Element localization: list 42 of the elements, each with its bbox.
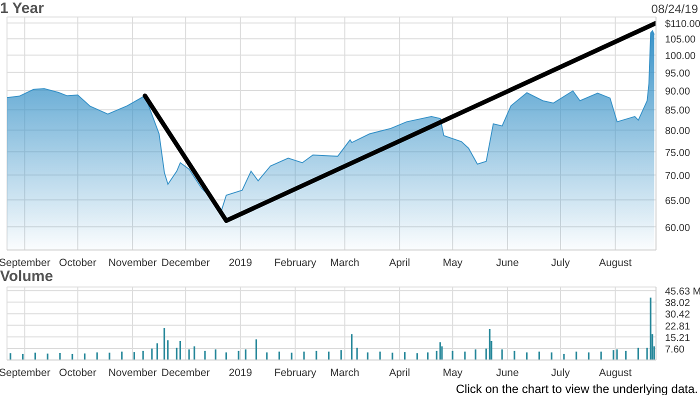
chart-title: 1 Year (0, 0, 44, 17)
y-tick-label: 95.00 (665, 68, 690, 80)
x-tick-label: March (330, 367, 360, 379)
x-tick-label: August (598, 257, 632, 269)
y-tick-label: 38.02 (665, 298, 690, 310)
y-tick-label: 80.00 (665, 126, 690, 138)
x-tick-label: April (389, 367, 410, 379)
x-tick-label: April (389, 257, 410, 269)
y-tick-label: 15.21 (665, 332, 690, 344)
x-tick-label: October (59, 367, 97, 379)
y-tick-label: 70.00 (665, 170, 690, 182)
x-tick-label: July (551, 367, 571, 379)
y-tick-label: 100.00 (665, 51, 696, 62)
x-tick-label: February (274, 257, 318, 269)
x-tick-label: August (598, 367, 632, 379)
x-tick-label: October (59, 257, 97, 269)
x-tick-label: November (108, 257, 158, 269)
x-tick-label: May (442, 367, 464, 379)
x-tick-label: June (496, 367, 519, 379)
x-tick-label: November (108, 367, 158, 379)
y-tick-label: 30.42 (665, 310, 690, 321)
y-tick-label: $110.00 (665, 19, 700, 30)
chart-title: Volume (0, 268, 54, 285)
y-tick-label: 105.00 (665, 34, 696, 46)
y-tick-label: 90.00 (665, 86, 690, 98)
y-tick-label: 75.00 (665, 148, 690, 159)
x-tick-label: February (274, 367, 318, 379)
x-tick-label: 2019 (228, 367, 252, 379)
text: 08/24/19 (651, 2, 698, 16)
y-tick-label: 60.00 (665, 222, 690, 234)
x-tick-label: December (161, 257, 210, 269)
y-tick-label: 7.60 (665, 344, 685, 356)
x-tick-label: June (496, 257, 519, 269)
y-tick-label: 85.00 (665, 106, 690, 117)
x-tick-label: May (442, 257, 464, 269)
x-tick-label: March (330, 257, 360, 269)
y-tick-label: 45.63 M (665, 286, 700, 298)
x-tick-label: December (161, 367, 210, 379)
y-tick-label: 22.81 (665, 321, 690, 332)
y-tick-label: 65.00 (665, 196, 690, 207)
x-tick-label: 2019 (228, 257, 252, 269)
x-tick-label: July (551, 257, 571, 269)
